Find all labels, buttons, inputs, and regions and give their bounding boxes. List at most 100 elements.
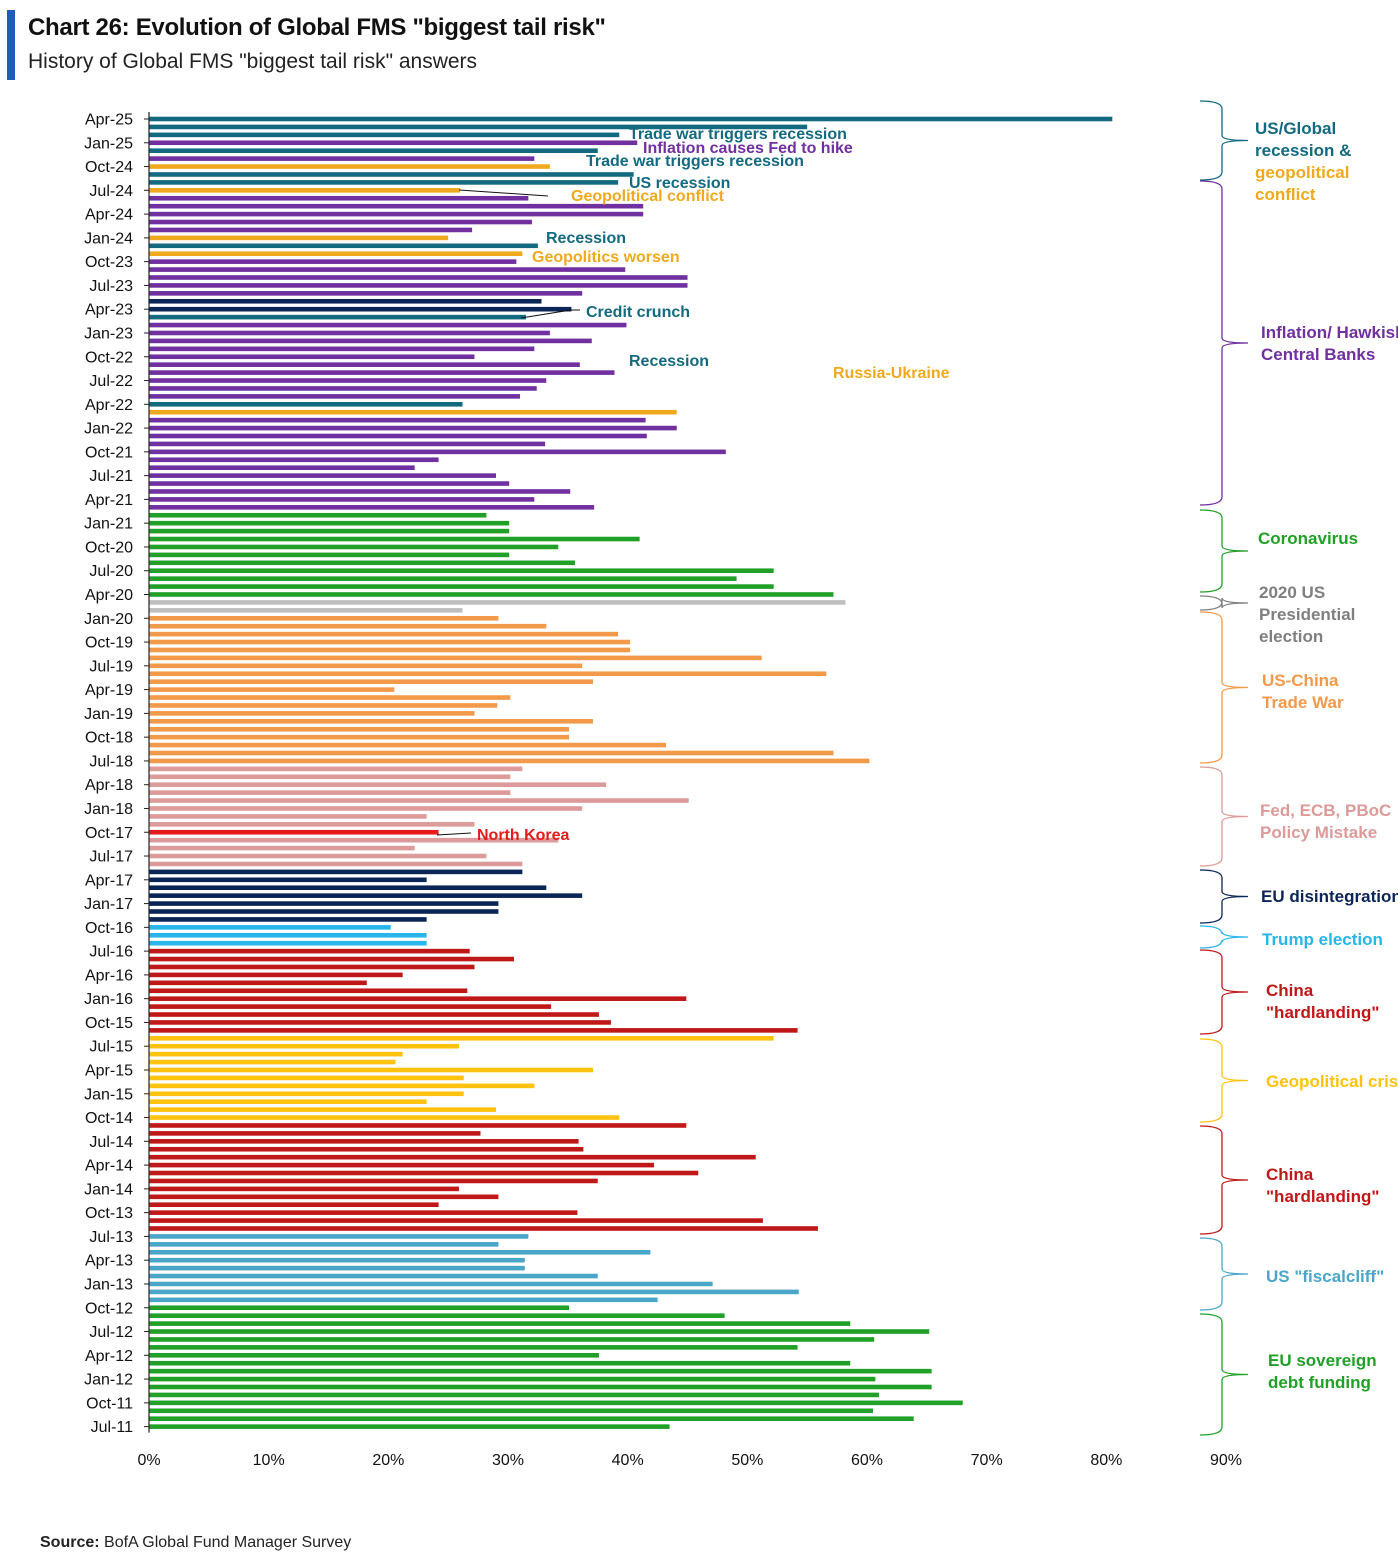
x-tick-label: 0% — [137, 1452, 160, 1469]
bar-Sep-17 — [149, 837, 559, 843]
bar-Jan-12 — [149, 1376, 876, 1382]
y-tick-label: Apr-21 — [85, 492, 133, 509]
bar-Dec-18 — [149, 719, 593, 724]
bar-Sep-12 — [149, 1313, 725, 1318]
bar-Jun-23 — [149, 291, 583, 296]
group-brace — [1199, 1125, 1249, 1235]
group-label: geopolitical — [1255, 163, 1349, 182]
bar-Dec-19 — [149, 623, 547, 629]
bar-Mar-19 — [149, 695, 511, 700]
bar-Apr-17 — [149, 877, 427, 883]
y-tick-label: Jul-14 — [89, 1134, 133, 1151]
y-tick-label: Jul-24 — [89, 183, 133, 200]
bar-Dec-11 — [149, 1384, 932, 1390]
bar-Oct-16 — [149, 925, 391, 930]
bar-Mar-22 — [149, 409, 677, 415]
bar-Oct-19 — [149, 639, 631, 645]
bar-Oct-22 — [149, 354, 475, 360]
bar-Dec-20 — [149, 528, 510, 534]
y-tick-label: Jan-22 — [84, 421, 133, 438]
group-label: Presidential — [1259, 605, 1355, 624]
y-tick-label: Oct-22 — [85, 349, 133, 366]
y-tick-label: Oct-11 — [86, 1395, 133, 1412]
group-brace — [1199, 595, 1249, 611]
bar-Aug-11 — [149, 1416, 914, 1421]
bar-May-16 — [149, 964, 475, 970]
bar-Mar-17 — [149, 885, 547, 891]
bar-Feb-20 — [149, 608, 463, 613]
y-tick-label: Apr-25 — [85, 112, 133, 129]
bar-May-21 — [149, 489, 571, 494]
group-brace — [1199, 1038, 1249, 1123]
chart-title: Chart 26: Evolution of Global FMS "bigge… — [28, 14, 606, 41]
annotation-leader — [436, 832, 472, 836]
group-brace — [1199, 869, 1249, 924]
group-label: US/Global — [1255, 119, 1336, 138]
bar-Mar-23 — [149, 314, 526, 320]
bar-Oct-21 — [149, 449, 726, 455]
group-brace — [1199, 180, 1249, 506]
bar-Feb-22 — [149, 417, 646, 423]
y-tick-label: Jan-24 — [84, 230, 133, 247]
bar-Jun-17 — [149, 861, 523, 867]
group-label: "hardlanding" — [1266, 1187, 1379, 1206]
group-label: China — [1266, 1165, 1314, 1184]
y-tick-label: Apr-17 — [85, 872, 133, 889]
bar-Feb-23 — [149, 322, 627, 328]
y-tick-label: Oct-12 — [85, 1300, 133, 1317]
group-label: China — [1266, 981, 1314, 1000]
bar-Oct-13 — [149, 1210, 578, 1215]
x-tick-label: 80% — [1090, 1452, 1122, 1469]
bar-Aug-14 — [149, 1131, 481, 1136]
bar-Jan-23 — [149, 330, 550, 336]
bar-Nov-22 — [149, 346, 535, 352]
bar-Feb-12 — [149, 1368, 932, 1374]
bar-Jul-24 — [149, 188, 461, 193]
bar-May-18 — [149, 774, 511, 780]
bar-Aug-16 — [149, 940, 427, 946]
bar-Apr-15 — [149, 1067, 593, 1073]
group-label: Geopolitical crisis — [1266, 1072, 1398, 1091]
bar-Jan-14 — [149, 1186, 459, 1192]
group-label: recession & — [1255, 141, 1351, 160]
bar-Dec-21 — [149, 433, 647, 439]
bar-Oct-11 — [149, 1400, 963, 1406]
bar-Mar-13 — [149, 1265, 525, 1271]
bar-May-19 — [149, 679, 593, 684]
bar-Jul-19 — [149, 663, 583, 669]
y-tick-label: Apr-23 — [85, 302, 133, 319]
bar-Jan-19 — [149, 711, 475, 716]
annotation-leader — [458, 189, 549, 197]
y-tick-label: Jan-20 — [84, 611, 133, 628]
bar-May-22 — [149, 394, 520, 399]
bar-Sep-16 — [149, 932, 427, 938]
y-tick-label: Jul-13 — [89, 1229, 133, 1246]
group-brace — [1199, 100, 1249, 181]
bar-Jul-14 — [149, 1139, 579, 1144]
group-brace — [1199, 1237, 1249, 1311]
bar-Jun-15 — [149, 1051, 403, 1057]
bar-May-13 — [149, 1249, 651, 1255]
y-tick-label: Apr-12 — [85, 1348, 133, 1365]
bar-Nov-19 — [149, 631, 619, 637]
group-brace — [1199, 925, 1249, 949]
bar-Apr-12 — [149, 1353, 599, 1358]
y-tick-label: Apr-18 — [85, 777, 133, 794]
y-tick-label: Apr-19 — [85, 682, 133, 699]
group-label: Policy Mistake — [1260, 823, 1377, 842]
annotation-label: Recession — [546, 230, 626, 247]
group-label: Trump election — [1262, 930, 1383, 949]
annotation-label: US recession — [629, 175, 730, 192]
bar-Feb-19 — [149, 703, 498, 708]
bar-Jan-16 — [149, 996, 687, 1001]
bar-Nov-14 — [149, 1107, 497, 1112]
bar-Nov-24 — [149, 156, 535, 161]
annotation-label: Inflation causes Fed to hike — [643, 140, 853, 157]
bar-Nov-18 — [149, 726, 570, 732]
bar-Sep-21 — [149, 457, 439, 463]
group-label: election — [1259, 627, 1323, 646]
bar-Jul-23 — [149, 283, 688, 288]
group-brace — [1199, 509, 1249, 593]
bar-Mar-15 — [149, 1075, 464, 1081]
bar-May-24 — [149, 203, 644, 209]
